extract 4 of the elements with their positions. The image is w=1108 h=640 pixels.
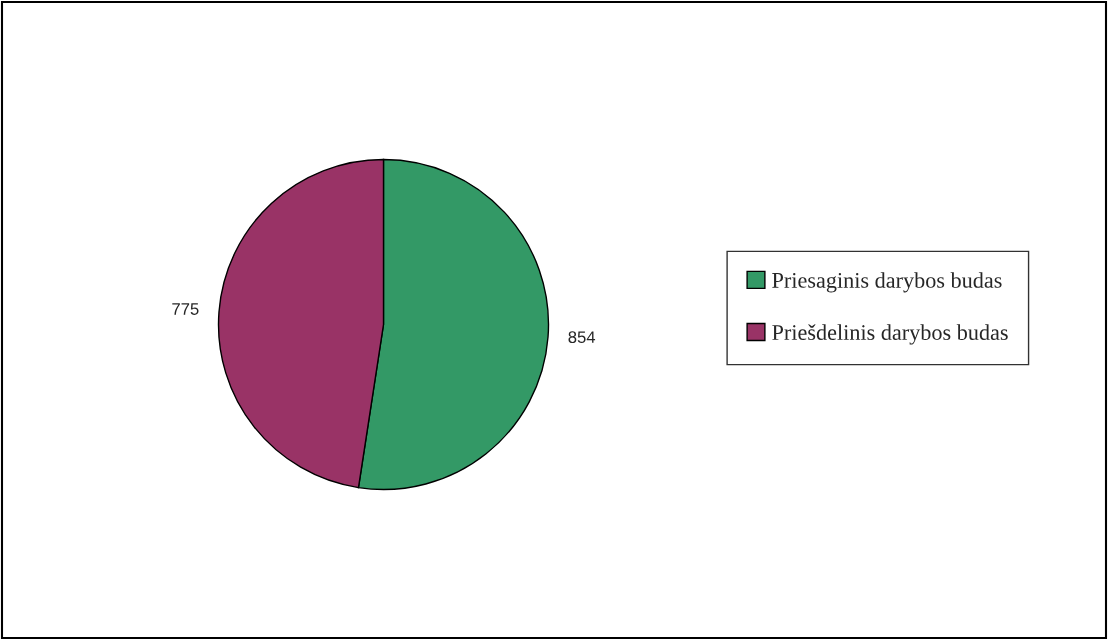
legend-label: Priesaginis darybos budas	[772, 272, 1002, 293]
data-label: 854	[568, 331, 596, 344]
data-label: 775	[172, 303, 199, 315]
legend-label: Priešdelinis darybos budas	[772, 324, 1008, 345]
